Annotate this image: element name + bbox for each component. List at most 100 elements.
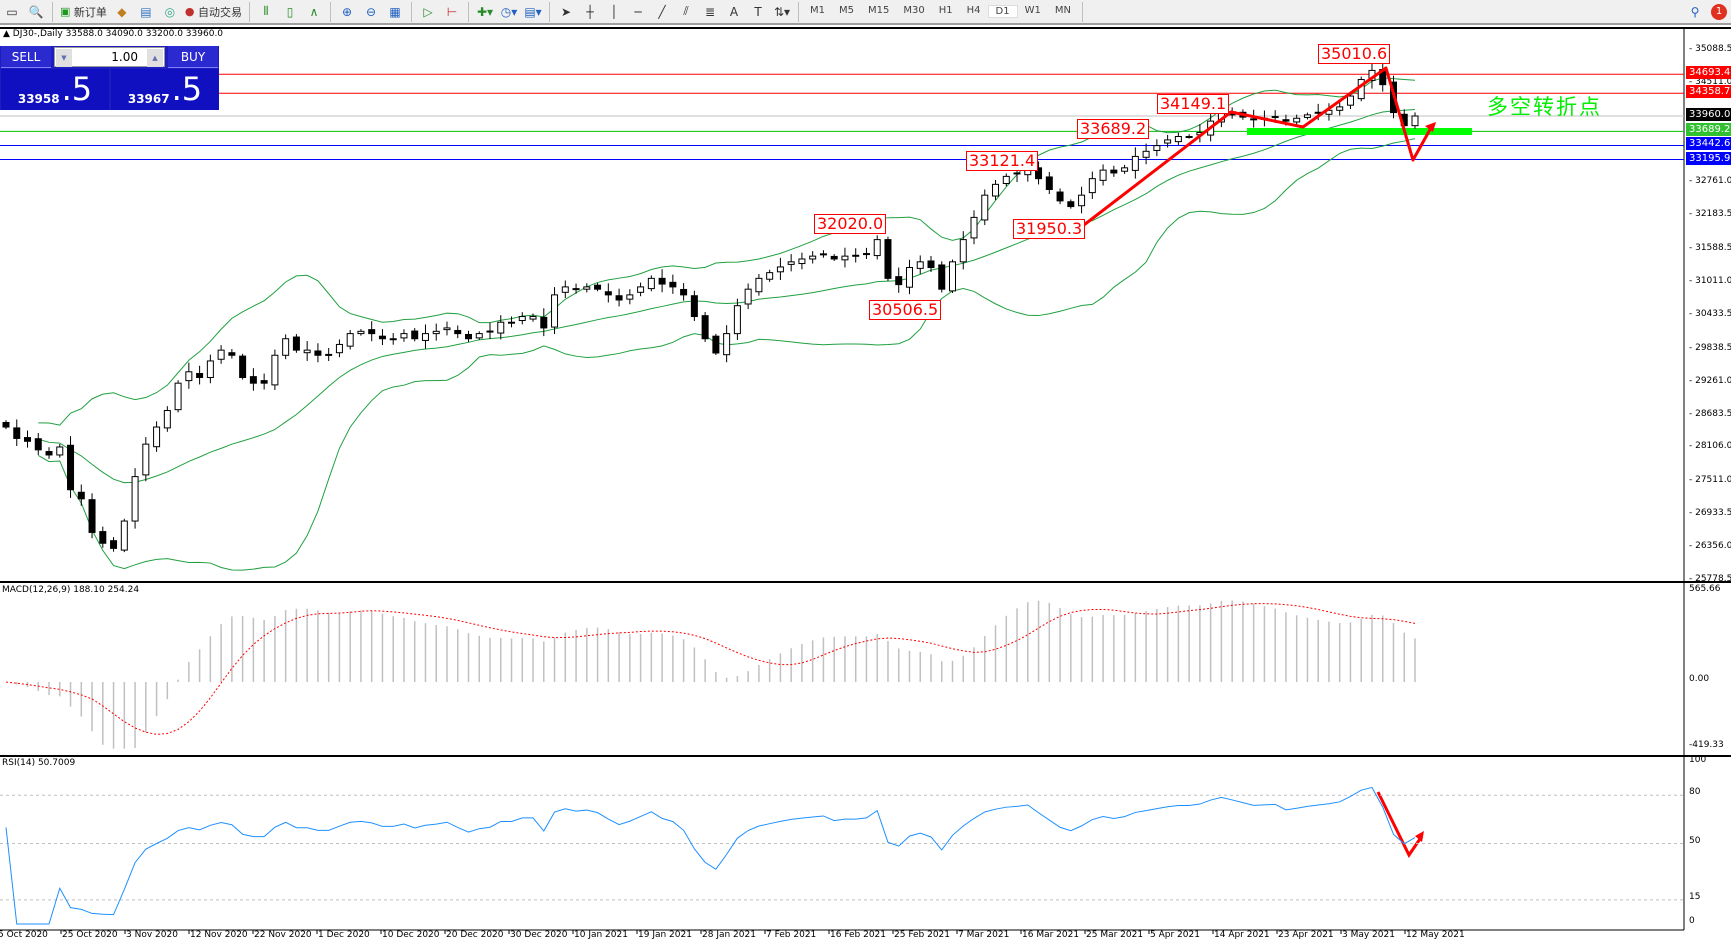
candle-body xyxy=(99,531,107,544)
price-axis-label: - 34511.0 xyxy=(1689,76,1731,87)
candle xyxy=(1379,61,1387,92)
price-annotation[interactable]: 32020.0 xyxy=(814,214,887,234)
candle xyxy=(572,283,580,294)
sell-price[interactable]: 33958.5 xyxy=(1,69,109,110)
chart-canvas[interactable] xyxy=(0,29,1731,946)
search-icon[interactable]: ⚲ xyxy=(1690,4,1700,19)
candle-body xyxy=(142,443,150,476)
candle-body xyxy=(77,491,85,500)
new-order-button[interactable]: ▣ 新订单 xyxy=(57,1,110,23)
chart-window[interactable] xyxy=(0,27,1731,944)
timeframe-h4[interactable]: H4 xyxy=(966,5,981,16)
candle xyxy=(486,322,494,339)
crosshair-icon[interactable]: ┼ xyxy=(586,4,594,19)
price-annotation[interactable]: 33689.2 xyxy=(1077,119,1150,139)
candle-body xyxy=(1067,201,1075,208)
candle xyxy=(830,254,838,262)
candle xyxy=(454,325,462,339)
horizontal-line-icon[interactable]: ─ xyxy=(634,4,642,19)
periods-icon[interactable]: ◷▾ xyxy=(500,4,518,19)
macd-axis-label: 0.00 xyxy=(1689,674,1710,684)
candle-body xyxy=(1185,135,1193,138)
candle xyxy=(927,255,935,273)
candle xyxy=(325,348,333,362)
candle xyxy=(110,537,118,552)
timeframe-m15[interactable]: M15 xyxy=(868,5,890,16)
timeframe-mn[interactable]: MN xyxy=(1054,5,1071,16)
candle-body xyxy=(776,266,784,273)
timeframe-d1[interactable]: D1 xyxy=(987,5,1018,18)
candle-body xyxy=(1293,117,1301,123)
text-label-icon[interactable]: T xyxy=(754,4,762,19)
buy-button[interactable]: BUY xyxy=(168,46,218,68)
turning-point-note[interactable]: 多空转折点 xyxy=(1487,95,1602,119)
metaeditor-icon[interactable]: ◆ xyxy=(117,4,127,19)
lot-increase-button[interactable]: ▲ xyxy=(147,49,163,67)
candle xyxy=(271,349,279,391)
candle-body xyxy=(626,294,634,300)
arrows-icon[interactable]: ⇅▾ xyxy=(773,4,791,19)
auto-trading-button[interactable]: ● 自动交易 xyxy=(182,1,245,23)
timeframe-h1[interactable]: H1 xyxy=(938,5,953,16)
market-watch-icon[interactable]: 🔍 xyxy=(28,4,44,19)
candle-body xyxy=(669,281,677,288)
price-annotation[interactable]: 35010.6 xyxy=(1318,44,1391,64)
timeframe-m5[interactable]: M5 xyxy=(839,5,855,16)
zoom-in-icon[interactable]: ⊕ xyxy=(341,4,353,19)
fibonacci-icon[interactable]: ≣ xyxy=(704,4,716,19)
candle xyxy=(174,380,182,413)
candle xyxy=(776,257,784,281)
divider xyxy=(411,1,413,22)
price-axis-label: - 30433.5 xyxy=(1689,308,1731,319)
chart-window-icon[interactable]: ▭ xyxy=(6,4,18,19)
candle-body xyxy=(1271,116,1279,119)
text-icon[interactable]: A xyxy=(729,4,739,19)
candle-body xyxy=(1110,169,1118,174)
price-axis-label: - 35088.5 xyxy=(1689,43,1731,54)
candle-body xyxy=(421,333,429,341)
lot-decrease-button[interactable]: ▼ xyxy=(56,49,72,67)
timeframe-m1[interactable]: M1 xyxy=(810,5,826,16)
candle-body xyxy=(454,329,462,335)
price-annotation[interactable]: 30506.5 xyxy=(869,300,942,320)
tile-windows-icon[interactable]: ▦ xyxy=(389,4,401,19)
candlestick-icon[interactable]: ▯ xyxy=(286,4,294,19)
price-annotation[interactable]: 33121.4 xyxy=(966,151,1039,171)
buy-price[interactable]: 33967.5 xyxy=(111,69,219,110)
timeframe-w1[interactable]: W1 xyxy=(1024,5,1041,16)
vertical-line-icon[interactable]: │ xyxy=(610,4,618,19)
signals-icon[interactable]: ◎ xyxy=(164,4,176,19)
candle-body xyxy=(1056,191,1064,202)
trendline-icon[interactable]: ╱ xyxy=(658,4,666,19)
zoom-out-icon[interactable]: ⊖ xyxy=(365,4,377,19)
notifications-button[interactable]: 1 xyxy=(1707,1,1731,23)
candle-body xyxy=(787,261,795,265)
candle xyxy=(905,259,913,295)
price-annotation[interactable]: 34149.1 xyxy=(1157,94,1230,114)
sell-button[interactable]: SELL xyxy=(1,46,51,68)
candle-body xyxy=(766,272,774,280)
autoscroll-icon[interactable]: ▷ xyxy=(423,4,433,19)
lot-size-input[interactable]: 1.00 xyxy=(54,47,165,67)
equidistant-channel-icon[interactable]: ⫽ xyxy=(683,4,689,18)
candle-body xyxy=(1411,115,1419,127)
line-chart-icon[interactable]: ∧ xyxy=(309,4,319,19)
candle xyxy=(518,312,526,325)
price-axis-label: - 27511.0 xyxy=(1689,475,1731,486)
candle xyxy=(45,447,53,459)
bar-chart-icon[interactable]: ⫴ xyxy=(263,4,269,18)
candle-body xyxy=(905,267,913,288)
timeframe-m30[interactable]: M30 xyxy=(903,5,925,16)
candle-body xyxy=(282,338,290,356)
date-axis-label: 25 Feb 2021 xyxy=(894,930,951,940)
indicators-icon[interactable]: ✚▾ xyxy=(476,4,494,19)
candle-body xyxy=(432,330,440,335)
cursor-icon[interactable]: ➤ xyxy=(560,4,572,19)
candle xyxy=(1250,109,1258,128)
candle-body xyxy=(1153,145,1161,151)
navigator-icon[interactable]: ▤ xyxy=(140,4,152,19)
candle-body xyxy=(647,277,655,290)
chart-shift-icon[interactable]: ⊢ xyxy=(446,4,458,19)
price-annotation[interactable]: 31950.3 xyxy=(1013,219,1086,239)
templates-icon[interactable]: ▤▾ xyxy=(524,4,542,19)
